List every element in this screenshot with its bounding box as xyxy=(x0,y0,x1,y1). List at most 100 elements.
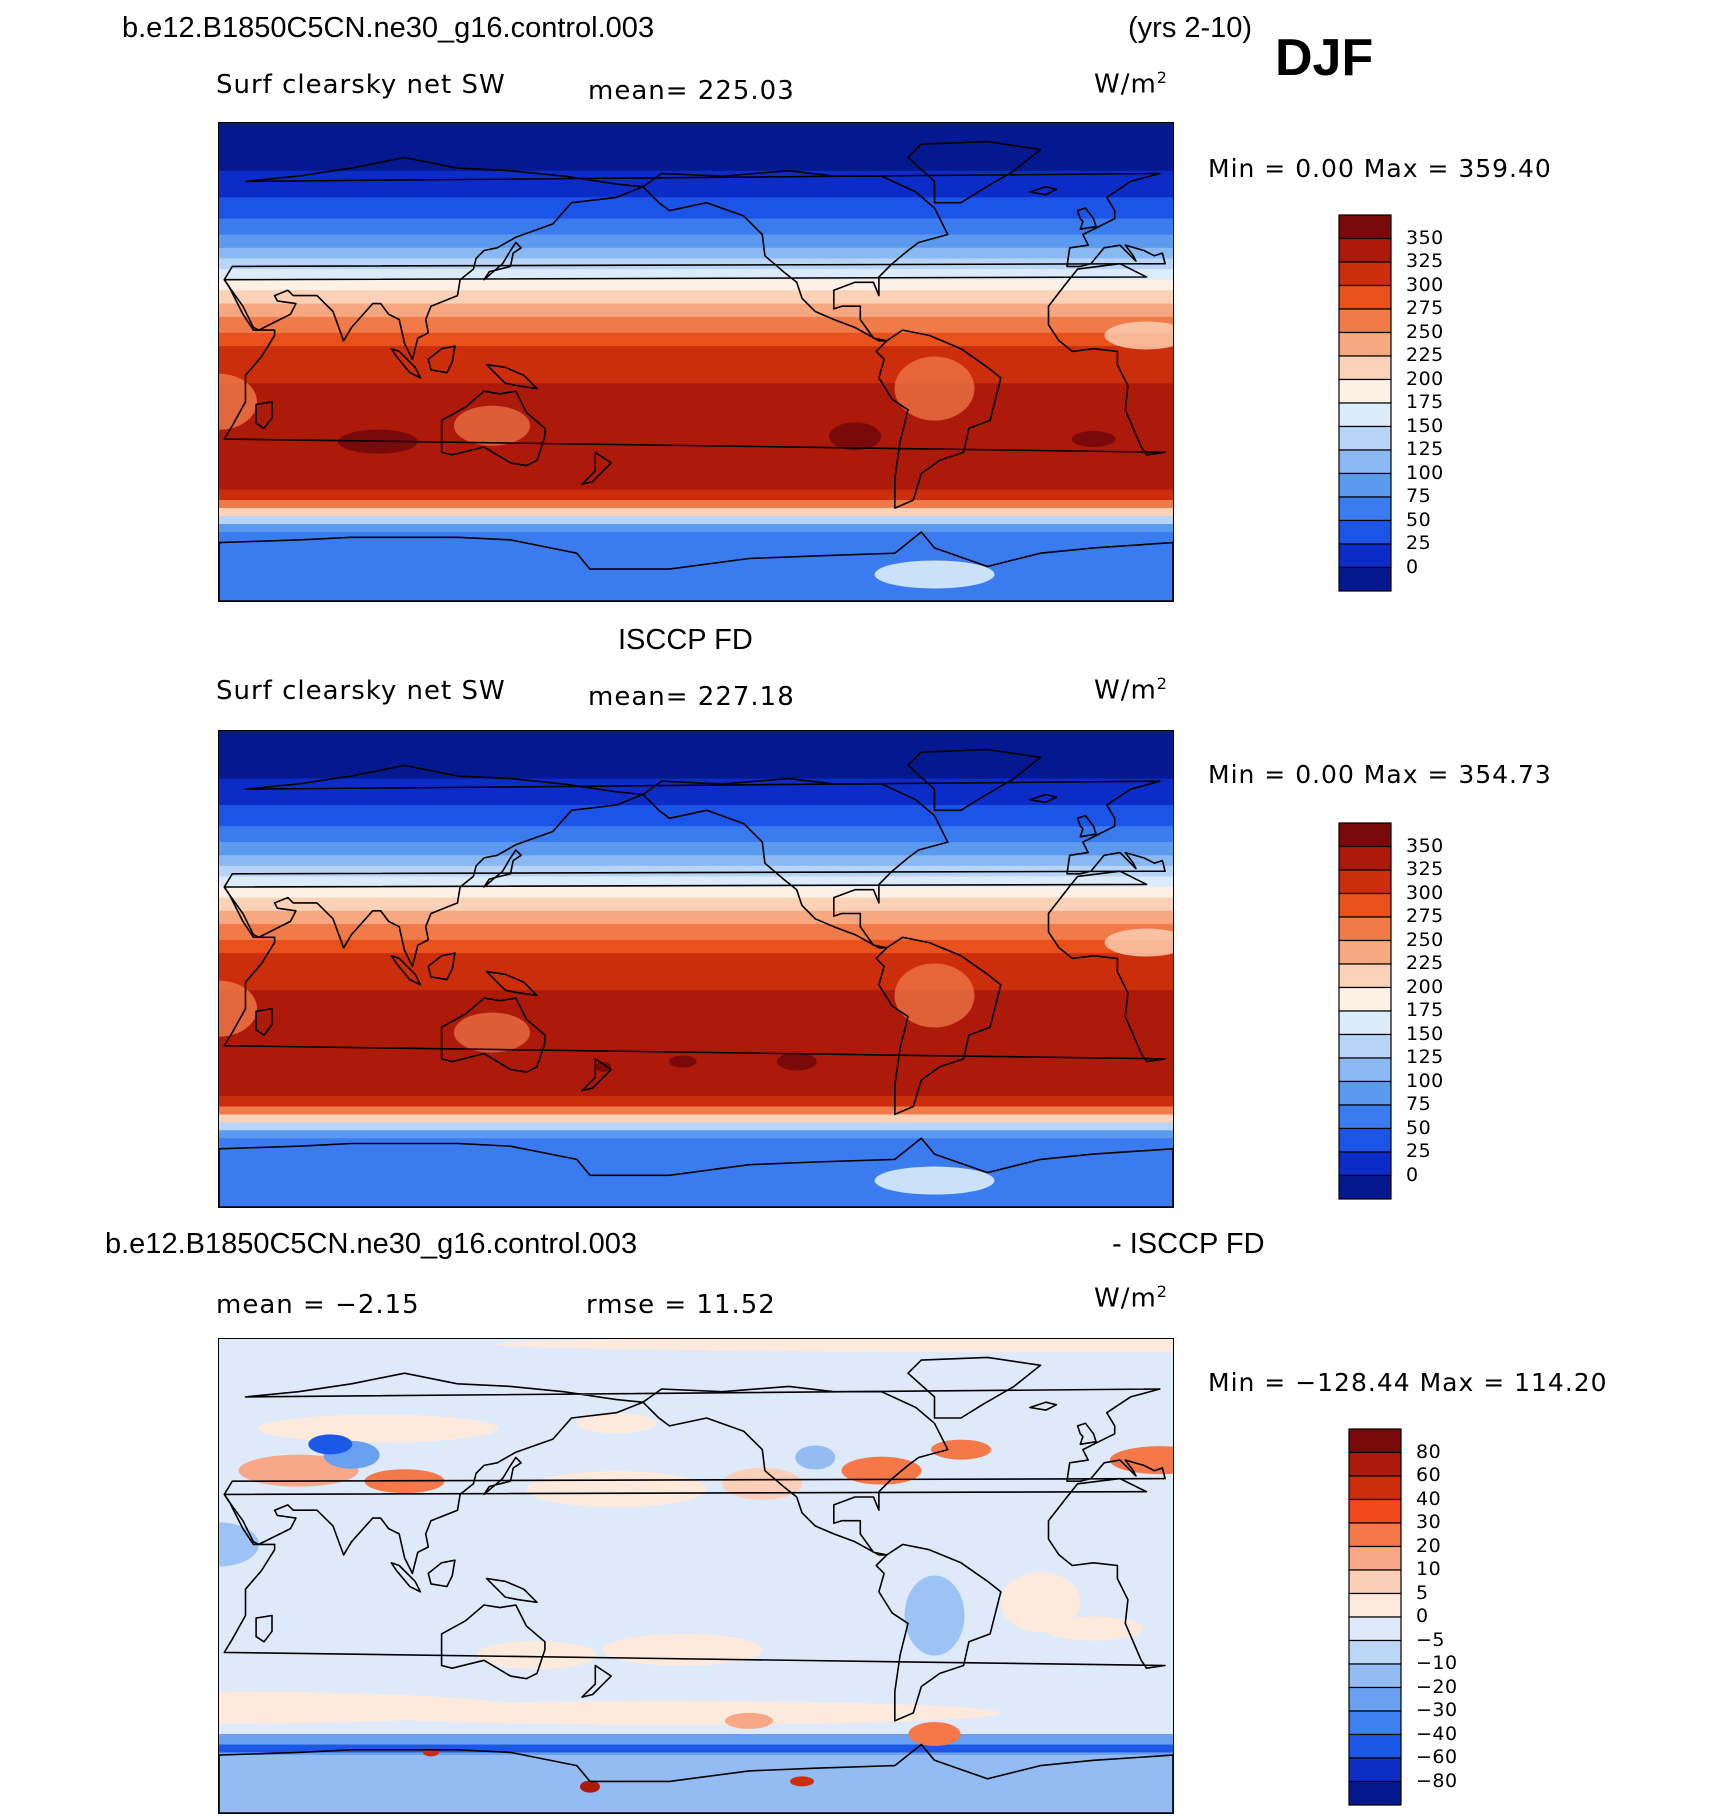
coastline xyxy=(485,970,538,997)
coastline xyxy=(219,531,1173,601)
diff-anomaly xyxy=(258,1414,498,1443)
colorbar-segment xyxy=(1348,1757,1402,1783)
land-shade xyxy=(1104,928,1173,957)
panel2-units: W/m2 xyxy=(1094,674,1168,706)
case-title: b.e12.B1850C5CN.ne30_g16.control.003 xyxy=(122,12,655,44)
colorbar-tick-label: 5 xyxy=(1416,1581,1429,1604)
diff-anomaly xyxy=(339,1700,1000,1725)
sw-band xyxy=(219,316,1173,334)
sw-band xyxy=(219,865,1173,877)
diff-anomaly xyxy=(1109,1446,1173,1475)
coastline xyxy=(1076,207,1097,230)
colorbar-segment xyxy=(1338,892,1392,918)
land-shade xyxy=(894,356,975,421)
coastline xyxy=(875,1543,1002,1722)
colorbar-tick-label: −30 xyxy=(1416,1699,1458,1721)
colorbar-tick-label: 40 xyxy=(1416,1487,1442,1510)
colorbar-segment xyxy=(1338,1010,1392,1036)
colorbar-segment xyxy=(1338,963,1392,989)
colorbar-segment xyxy=(1348,1616,1402,1642)
colorbar-segment xyxy=(1338,472,1392,498)
colorbar-segment xyxy=(1338,986,1392,1012)
sw-band xyxy=(219,876,1173,888)
antarctic-anomaly xyxy=(790,1776,814,1787)
diff-anomaly xyxy=(1000,1572,1081,1633)
colorbar-segment xyxy=(1348,1780,1402,1806)
colorbar-tick-label: 75 xyxy=(1406,1093,1432,1115)
colorbar-tick-label: 250 xyxy=(1406,320,1444,343)
colorbar-segment xyxy=(1338,566,1392,592)
coastline xyxy=(875,936,1002,1116)
sw-band xyxy=(219,516,1173,525)
panel3-units: W/m2 xyxy=(1094,1282,1168,1314)
diff-anomaly xyxy=(308,1434,353,1455)
colorbar-segment xyxy=(1338,261,1392,287)
panel2-field-label: Surf clearsky net SW xyxy=(216,676,506,706)
colorbar-tick-label: 350 xyxy=(1406,834,1444,857)
diff-anomaly xyxy=(795,1445,836,1470)
panel3-title-right: - ISCCP FD xyxy=(1112,1228,1265,1260)
coastline xyxy=(485,363,538,390)
diff-anomaly xyxy=(576,1413,657,1434)
colorbar-segment xyxy=(1338,1033,1392,1059)
colorbar-segment xyxy=(1338,402,1392,428)
sw-band xyxy=(219,887,1173,899)
colorbar-segment xyxy=(1348,1592,1402,1618)
diff-anomaly xyxy=(493,1339,1173,1353)
colorbar-segment xyxy=(1348,1733,1402,1759)
coastline xyxy=(223,1372,1166,1575)
colorbar-tick-label: 20 xyxy=(1416,1534,1442,1557)
colorbar-segment xyxy=(1338,1151,1392,1177)
coastline xyxy=(483,849,522,888)
colorbar-segment xyxy=(1348,1475,1402,1501)
antarctic-anomaly xyxy=(908,1722,961,1746)
sw-band xyxy=(219,1122,1173,1131)
colorbar-segment xyxy=(1338,378,1392,404)
sw-band xyxy=(219,842,1173,856)
coastline xyxy=(440,390,546,467)
colorbar-tick-label: 0 xyxy=(1416,1605,1429,1627)
colorbar-segment xyxy=(1338,939,1392,965)
colorbar-segment xyxy=(1338,331,1392,357)
colorbar-tick-label: 250 xyxy=(1406,928,1444,951)
colorbar-tick-label: 325 xyxy=(1406,858,1444,880)
coastline xyxy=(581,451,613,486)
coastline xyxy=(223,764,1166,968)
sw-band xyxy=(219,805,1173,827)
panel3-rmse: rmse = 11.52 xyxy=(586,1290,776,1320)
colorbar-tick-label: 275 xyxy=(1406,905,1444,927)
colorbar-tick-label: 200 xyxy=(1406,975,1444,998)
colorbar-tick-label: −5 xyxy=(1416,1628,1446,1651)
coastline xyxy=(642,1385,949,1556)
coastline xyxy=(1029,185,1058,196)
sw-band xyxy=(219,332,1173,347)
colorbar-tick-label: 225 xyxy=(1406,952,1444,974)
coastline xyxy=(219,1137,1173,1207)
panel1-mean: mean= 225.03 xyxy=(588,76,795,106)
colorbar-tick-label: 225 xyxy=(1406,344,1444,366)
colorbar-tick-label: 300 xyxy=(1406,881,1444,904)
colorbar-tick-label: 50 xyxy=(1406,1116,1432,1139)
colorbar-tick-label: 25 xyxy=(1406,532,1432,554)
coastline xyxy=(1076,1422,1097,1446)
coastline xyxy=(390,347,422,379)
land-shade xyxy=(1104,321,1173,350)
sw-band xyxy=(219,910,1173,925)
sw-band xyxy=(219,290,1173,305)
coastline xyxy=(483,1456,522,1496)
sw-band xyxy=(219,1130,1173,1139)
colorbar-segment xyxy=(1348,1710,1402,1736)
max-blob xyxy=(668,1055,697,1068)
land-shade xyxy=(453,405,530,446)
coastline xyxy=(581,1058,613,1092)
sw-band xyxy=(219,197,1173,220)
sw-band xyxy=(219,1114,1173,1123)
sw-band xyxy=(219,523,1173,533)
colorbar-tick-label: −80 xyxy=(1416,1769,1458,1792)
sw-band xyxy=(219,279,1173,291)
colorbar-tick-label: 60 xyxy=(1416,1464,1442,1486)
colorbar-segment xyxy=(1338,237,1392,263)
coastline xyxy=(907,748,1042,812)
diff-anomaly xyxy=(602,1633,763,1666)
colorbar-tick-label: 275 xyxy=(1406,297,1444,319)
